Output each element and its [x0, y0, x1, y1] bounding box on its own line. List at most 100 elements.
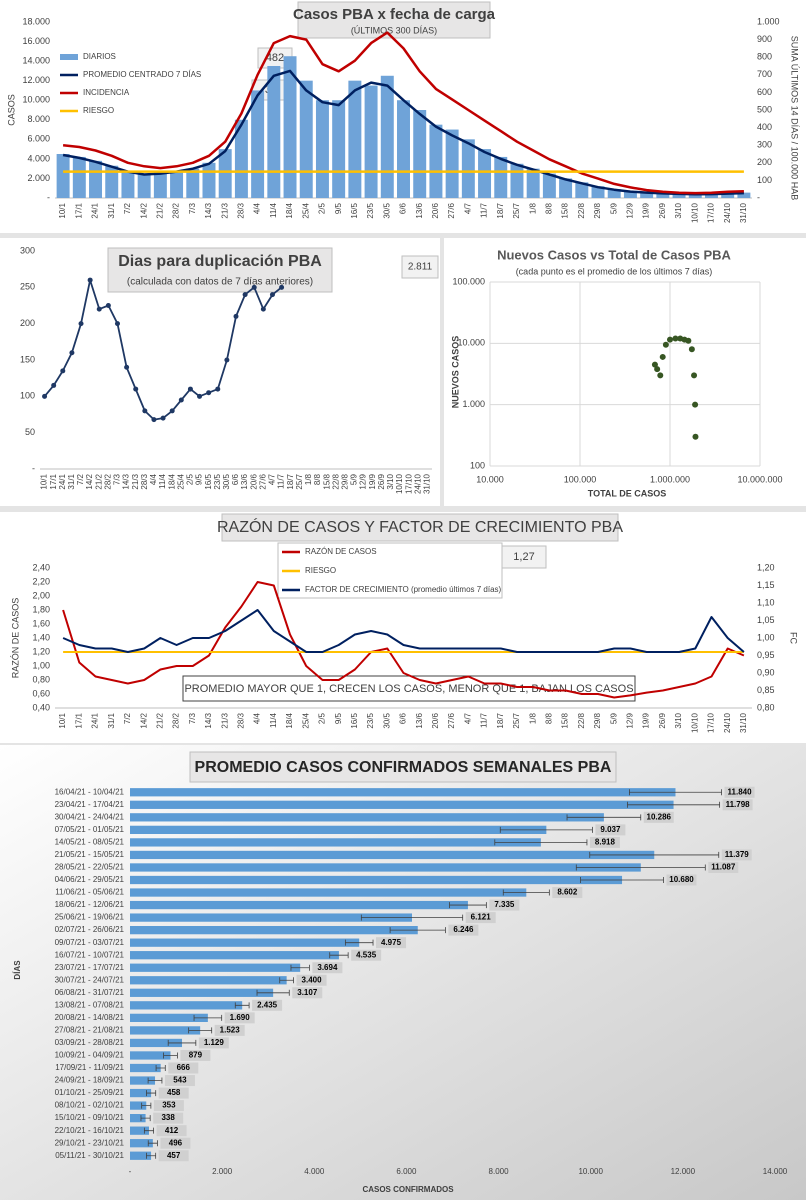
bar: [130, 1126, 149, 1135]
annotation-box: [182, 675, 636, 702]
bar: [591, 186, 605, 198]
y-tick-label: -: [47, 192, 50, 202]
y-tick-label: 06/08/21 - 31/07/21: [55, 988, 125, 997]
value-label-bg: [180, 1049, 211, 1061]
bar: [737, 192, 751, 198]
y-tick-label: 01/10/21 - 25/09/21: [55, 1088, 125, 1097]
bar: [704, 193, 718, 198]
point: [651, 361, 658, 368]
x-tick-label: 8/8: [544, 202, 553, 214]
y-tick-label: 12.000: [22, 75, 50, 85]
x-tick-label: 10.000: [476, 474, 504, 484]
x-tick-label: 24/10: [723, 202, 732, 223]
x-tick-label: 10/1: [58, 712, 67, 728]
y-tick-label: 11/06/21 - 05/06/21: [55, 888, 124, 897]
y-tick-label: 0,40: [32, 702, 50, 712]
x-tick-label: 28/2: [172, 712, 181, 728]
x-tick-label: 22/8: [577, 202, 586, 218]
y2-tick-label: 900: [757, 34, 772, 44]
annotation: 1,27: [513, 551, 534, 563]
value-label-bg: [722, 799, 753, 811]
y2-tick-label: 300: [757, 140, 772, 150]
value-label: 879: [189, 1051, 203, 1060]
value-label-bg: [552, 887, 583, 899]
error-bar: [155, 1065, 166, 1071]
y2-tick-label: 800: [757, 52, 772, 62]
bar: [623, 191, 637, 198]
bar: [510, 163, 524, 198]
y-tick-label: 05/11/21 - 30/10/21: [55, 1151, 124, 1160]
y-tick-label: 04/06/21 - 29/05/21: [55, 875, 125, 884]
point: [224, 357, 230, 363]
x-tick-label: 13/6: [415, 202, 424, 218]
value-label: 4.535: [356, 950, 377, 959]
value-label-bg: [156, 1125, 187, 1137]
error-bar: [140, 1115, 151, 1122]
point: [662, 341, 669, 348]
x-tick-label: 4/4: [253, 202, 262, 214]
x-tick-label: 17/1: [74, 712, 83, 728]
x-tick-label: 12/9: [626, 712, 635, 728]
x-tick-label: 14.000: [763, 1167, 788, 1176]
error-bar: [389, 927, 446, 934]
point: [114, 321, 120, 327]
error-bar: [499, 826, 593, 833]
y-axis-label: DÍAS: [13, 960, 22, 980]
x-tick-label: 30/5: [222, 473, 231, 489]
error-bar: [575, 864, 706, 871]
y-tick-label: 30/07/21 - 24/07/21: [55, 975, 125, 984]
value-label: 11.087: [711, 863, 736, 872]
y2-tick-label: 500: [757, 104, 772, 114]
value-label: 9.037: [600, 825, 621, 834]
value-label: 666: [177, 1063, 191, 1072]
bar: [72, 156, 86, 198]
point: [87, 277, 93, 283]
y2-tick-label: 600: [757, 87, 772, 97]
x-tick-label: 7/3: [188, 712, 197, 724]
legend-label: INCIDENCIA: [83, 88, 130, 97]
x-tick-label: 10.000.000: [737, 474, 782, 484]
point: [42, 393, 48, 399]
y2-tick-label: 1,00: [757, 632, 775, 642]
y-tick-label: 2,20: [32, 576, 50, 586]
y2-tick-label: 400: [757, 122, 772, 132]
y-tick-label: 07/05/21 - 01/05/21: [55, 825, 125, 834]
x-tick-label: 8.000: [489, 1167, 510, 1176]
x-tick-label: 17/10: [707, 202, 716, 223]
y-tick-label: 23/04/21 - 17/04/21: [55, 800, 125, 809]
bar: [202, 162, 216, 198]
point: [685, 337, 692, 344]
x-tick-label: 24/1: [91, 712, 100, 728]
x-tick-label: 30/5: [382, 202, 391, 218]
y-tick-label: 15/10/21 - 09/10/21: [55, 1113, 125, 1122]
value-label: 8.602: [557, 888, 578, 897]
x-tick-label: 23/5: [213, 473, 222, 489]
x-tick-label: 2.000: [212, 1167, 233, 1176]
series-line: [62, 581, 745, 699]
x-tick-label: 17/1: [49, 473, 58, 489]
value-label-bg: [153, 1100, 184, 1112]
x-tick-label: 10/1: [58, 202, 67, 218]
value-label-bg: [292, 987, 323, 999]
value-label-bg: [724, 786, 755, 798]
value-label-bg: [214, 1024, 245, 1036]
point: [215, 386, 221, 392]
y-tick-label: 4.000: [27, 153, 50, 163]
value-label-bg: [595, 824, 626, 836]
x-tick-label: 13/6: [415, 712, 424, 728]
bar: [315, 100, 329, 198]
x-tick-label: 11/7: [277, 473, 286, 489]
error-bar: [167, 1039, 197, 1046]
bar: [130, 925, 418, 935]
bar: [478, 149, 492, 198]
x-tick-label: 12/9: [359, 473, 368, 489]
title-box: [107, 247, 333, 293]
point: [60, 368, 66, 374]
title-box: [189, 751, 617, 783]
y-tick-label: 08/10/21 - 02/10/21: [55, 1101, 125, 1110]
legend-swatch: [60, 54, 78, 60]
x-tick-label: 25/4: [301, 202, 310, 218]
y-tick-label: 50: [25, 427, 35, 437]
x-tick-label: 28/3: [237, 202, 246, 218]
y-tick-label: 1,20: [32, 646, 50, 656]
